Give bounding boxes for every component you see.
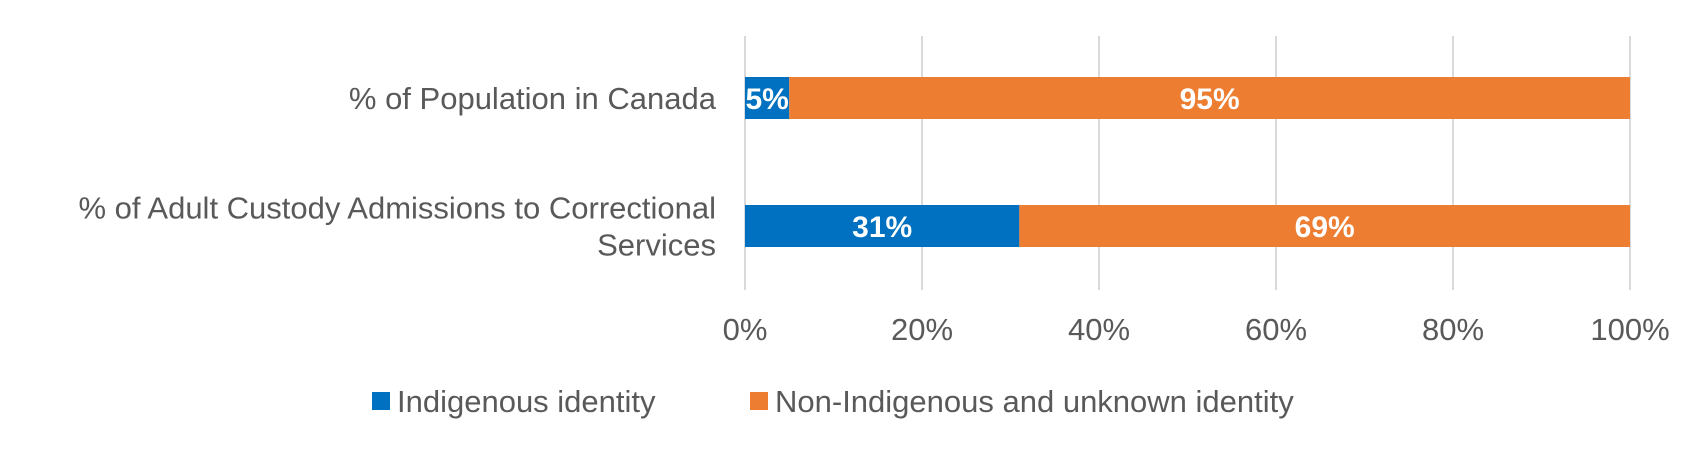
- x-tick-label-20: 20%: [891, 312, 953, 347]
- data-label-series0-category1: 31%: [852, 211, 912, 244]
- x-tick-label-40: 40%: [1068, 312, 1130, 347]
- data-label-series0-category0: 5%: [745, 83, 788, 116]
- x-tick-label-60: 60%: [1245, 312, 1307, 347]
- category-label-1-line0: % of Adult Custody Admissions to Correct…: [78, 191, 716, 226]
- bar-series0-category0: [745, 77, 790, 119]
- data-label-series1-category1: 69%: [1295, 211, 1355, 244]
- gridlines: [744, 36, 1631, 290]
- legend-label-1: Non-Indigenous and unknown identity: [775, 384, 1294, 419]
- x-tick-label-100: 100%: [1590, 312, 1669, 347]
- data-label-series1-category0: 95%: [1180, 83, 1240, 116]
- legend-swatch-1: [750, 392, 768, 410]
- legend-swatch-0: [372, 392, 390, 410]
- bar-series1-category1: [1019, 205, 1630, 247]
- bars: 5% 95% 31% 69%: [745, 77, 1630, 247]
- x-tick-label-0: 0%: [723, 312, 768, 347]
- bar-series0-category1: [745, 205, 1020, 247]
- category-label-1-line1: Services: [597, 228, 716, 263]
- bar-series1-category0: [789, 77, 1630, 119]
- legend: Indigenous identity Non-Indigenous and un…: [372, 384, 1294, 419]
- x-tick-label-80: 80%: [1422, 312, 1484, 347]
- legend-label-0: Indigenous identity: [397, 384, 656, 419]
- category-labels: % of Population in Canada % of Adult Cust…: [78, 81, 716, 263]
- x-axis-ticks: 0% 20% 40% 60% 80% 100%: [723, 312, 1670, 347]
- category-label-0-line0: % of Population in Canada: [349, 81, 717, 116]
